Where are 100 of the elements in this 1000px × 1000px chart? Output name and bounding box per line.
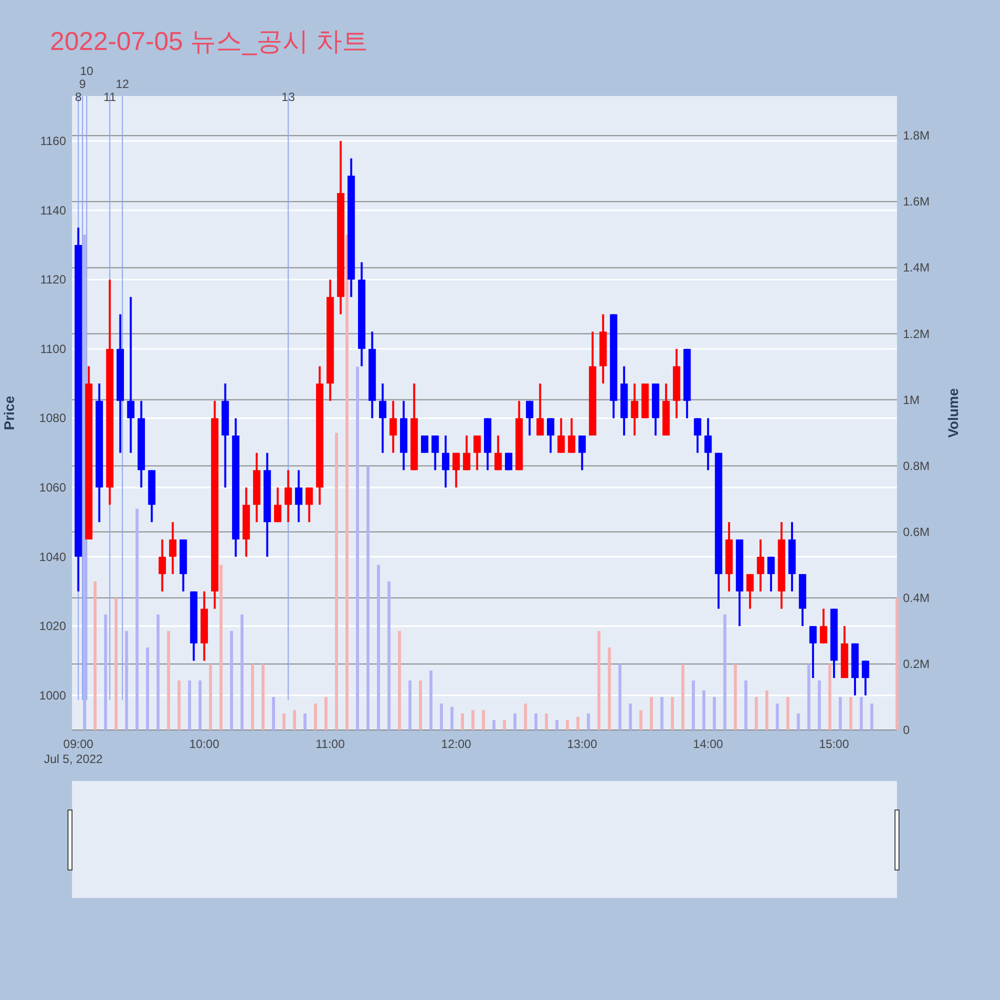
y-tick-label: 1160 (40, 134, 66, 148)
bar (356, 366, 359, 730)
y-tick-label: 1020 (39, 619, 66, 634)
bar (712, 696, 716, 730)
bar (502, 720, 506, 730)
bar (240, 614, 244, 730)
bar (524, 704, 527, 730)
bar (754, 696, 758, 730)
bar (670, 696, 674, 730)
candlestick (390, 400, 397, 454)
bar (156, 614, 160, 730)
candlestick (557, 417, 565, 454)
candlestick (431, 434, 439, 472)
bar (429, 670, 432, 730)
y2-tick-label: 0 (903, 723, 910, 737)
bar (471, 710, 474, 730)
x-tick-label: 10:00 (189, 737, 220, 751)
bar (734, 664, 737, 730)
ref-line-label: 10 (80, 64, 94, 78)
candlestick (169, 521, 176, 576)
bar (838, 696, 842, 730)
bar (387, 581, 390, 730)
candlestick (536, 382, 544, 437)
ref-line-label: 9 (79, 77, 86, 91)
y2-tick-label: 0.6M (903, 524, 930, 539)
ref-line-label: 13 (282, 90, 296, 104)
bar (198, 680, 202, 730)
candlestick (767, 556, 775, 592)
bar (104, 614, 108, 730)
ref-line-label: 11 (104, 90, 116, 104)
bar (692, 680, 695, 730)
bar (586, 713, 590, 730)
bar (272, 696, 276, 730)
bar (304, 713, 307, 730)
bar (639, 710, 642, 730)
bar (628, 704, 632, 730)
y2-tick-label: 1.8M (903, 128, 930, 143)
bar (220, 564, 223, 730)
candlestick (694, 417, 702, 454)
bar (114, 598, 118, 730)
bar (314, 704, 318, 730)
bar (230, 630, 234, 730)
candlestick (421, 434, 428, 454)
bar (450, 706, 454, 730)
y-tick-label: 1040 (39, 550, 66, 564)
bar (597, 630, 600, 730)
bar (776, 704, 779, 730)
bar (335, 432, 338, 730)
chart-title: 2022-07-05 뉴스_공시 차트 (50, 26, 368, 56)
x-tick-label: 15:00 (819, 737, 850, 751)
bar (418, 680, 422, 730)
ref-line-label: 12 (116, 77, 130, 91)
candlestick (820, 608, 828, 644)
bar (167, 630, 170, 730)
candlestick (568, 417, 576, 454)
x-tick-label: 09:00 (63, 737, 94, 751)
candlestick (306, 486, 313, 524)
y2-tick-label: 1M (903, 392, 920, 407)
bar (125, 630, 128, 730)
bar (608, 647, 611, 730)
candlestick (473, 434, 481, 472)
candlestick (379, 382, 386, 454)
candlestick (295, 469, 302, 524)
candlestick (452, 452, 460, 488)
bar (398, 630, 401, 730)
bar (796, 713, 800, 730)
bar (681, 664, 684, 730)
bar (178, 680, 181, 730)
y-axis-title: Price (1, 396, 17, 430)
bar (849, 696, 852, 730)
bar (534, 713, 538, 730)
y2-tick-label: 1.4M (903, 260, 930, 275)
bar (94, 581, 97, 730)
candlestick (274, 486, 282, 524)
bar (293, 710, 296, 730)
bar (282, 713, 286, 730)
y-tick-label: 1000 (39, 688, 66, 702)
candlestick (704, 417, 712, 472)
y2-tick-label: 0.4M (903, 590, 930, 605)
bar (828, 664, 832, 730)
y2-tick-label: 0.8M (903, 458, 930, 473)
y2-tick-label: 1.6M (903, 194, 930, 209)
bar (702, 690, 706, 730)
candlestick (526, 400, 534, 437)
y2-tick-label: 1.2M (903, 326, 930, 341)
ref-line-label: 8 (74, 90, 82, 104)
y-tick-label: 1080 (39, 411, 66, 426)
bar (209, 664, 212, 730)
bar (346, 234, 348, 730)
bar (818, 680, 821, 730)
y-tick-label: 1140 (40, 203, 66, 218)
bar (860, 696, 863, 730)
bar (408, 680, 412, 730)
y-tick-label: 1120 (40, 272, 66, 287)
candlestick (546, 417, 554, 454)
bar (544, 713, 548, 730)
bar (136, 508, 139, 730)
bar (723, 614, 726, 730)
bar (660, 696, 664, 730)
bar (492, 720, 496, 730)
